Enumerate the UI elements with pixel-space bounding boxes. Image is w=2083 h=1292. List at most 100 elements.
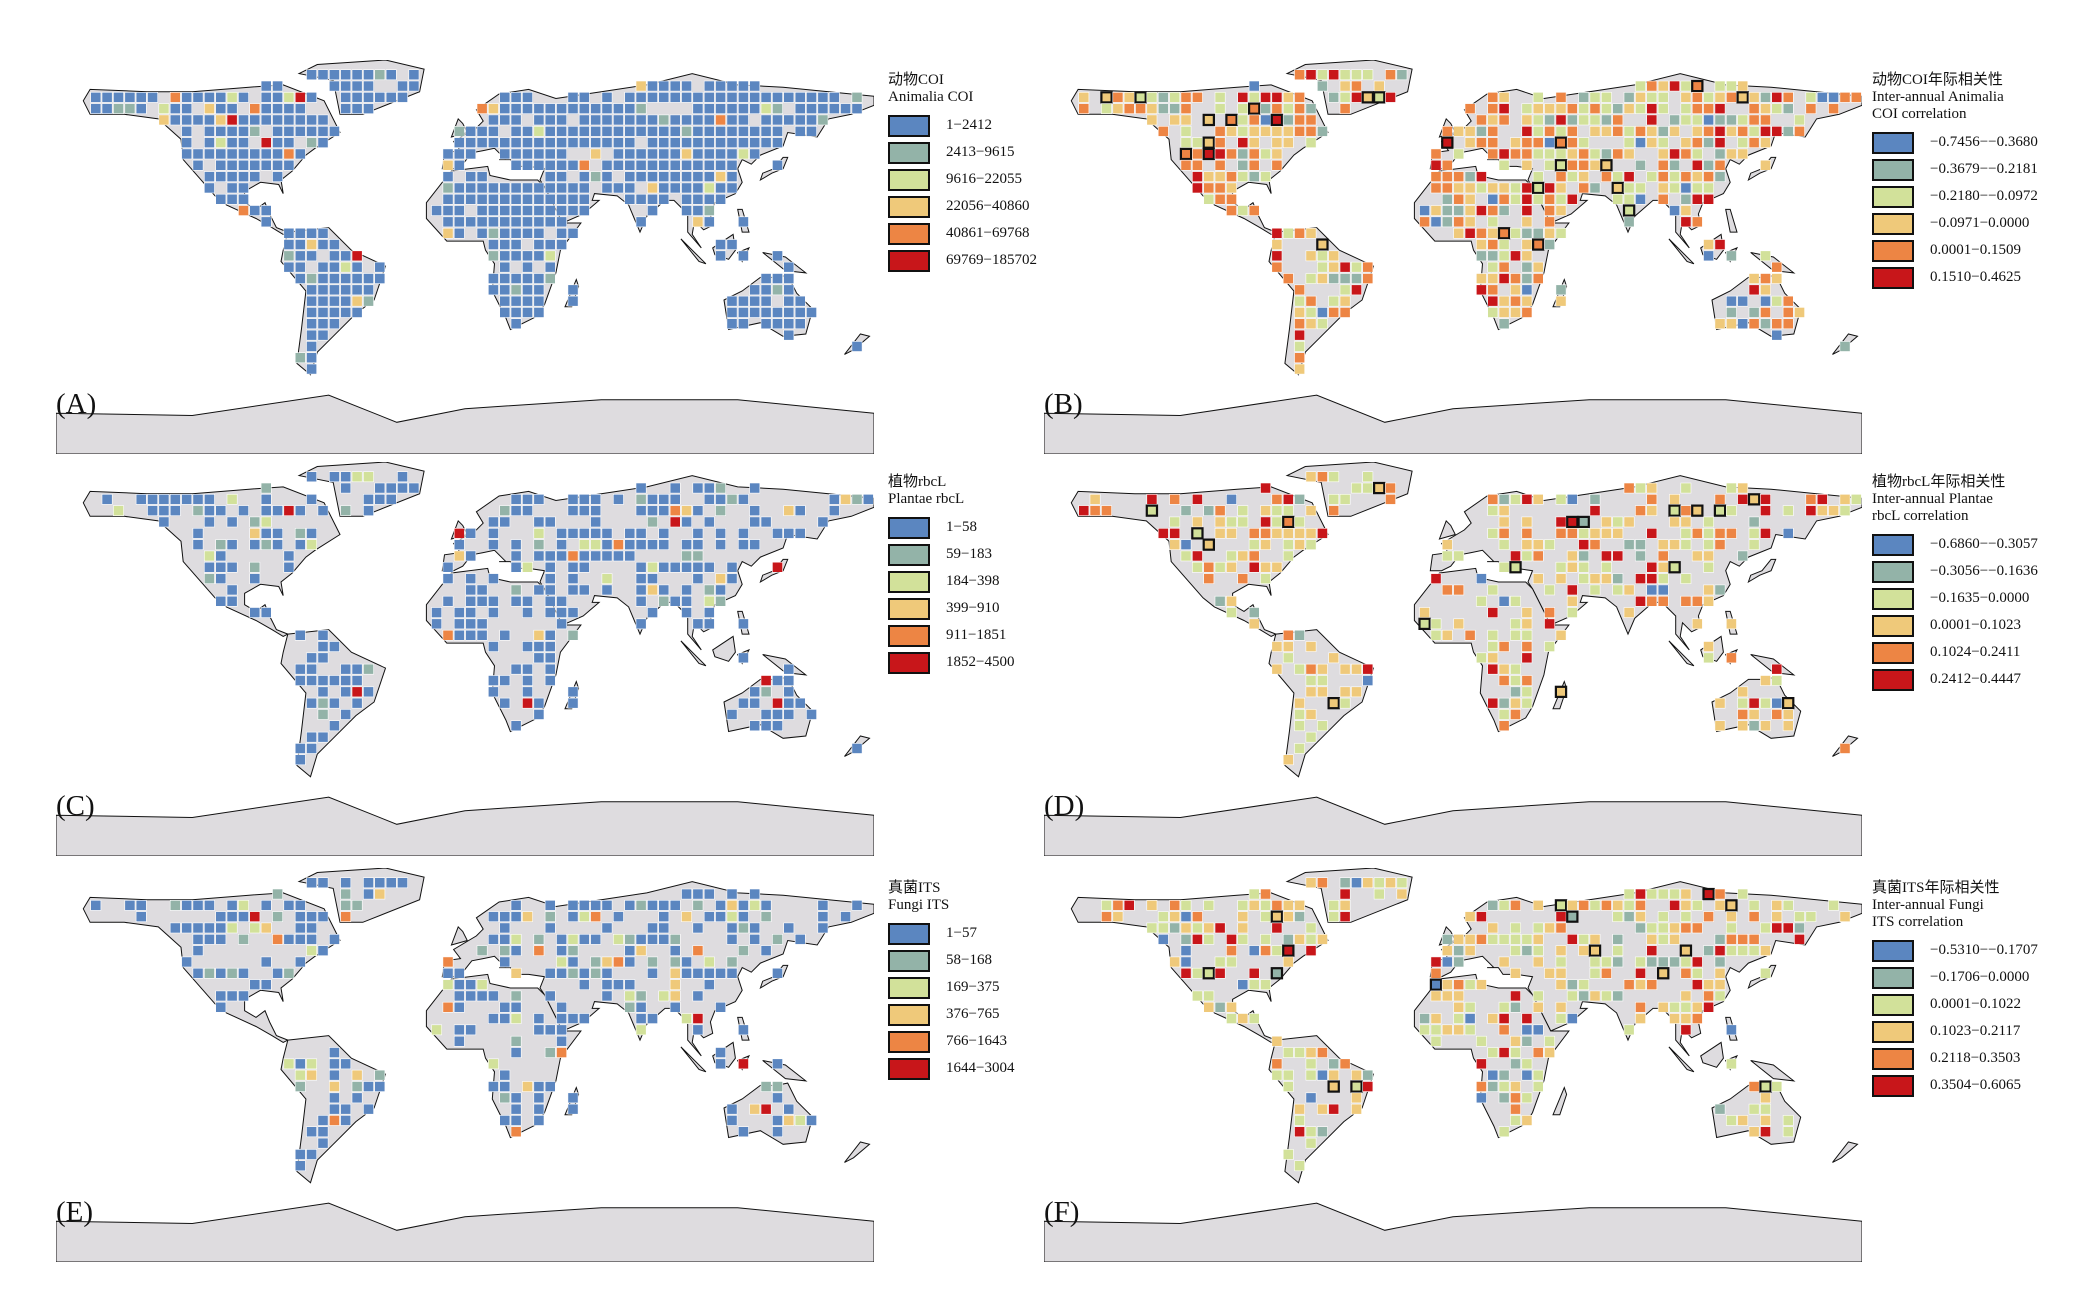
grid-cell xyxy=(1725,126,1737,137)
grid-cell xyxy=(1612,990,1624,1002)
grid-cell xyxy=(272,91,283,103)
grid-cell xyxy=(442,193,454,205)
grid-cell xyxy=(1555,114,1567,126)
grid-cell xyxy=(567,91,579,103)
grid-cell xyxy=(215,137,227,148)
grid-cell xyxy=(192,493,204,505)
legend-title-line: 真菌ITS xyxy=(888,880,941,896)
grid-cell xyxy=(1703,103,1714,114)
grid-cell xyxy=(476,171,488,182)
grid-cell xyxy=(306,69,317,81)
landmass xyxy=(1832,1141,1859,1163)
grid-cell xyxy=(1760,103,1771,114)
grid-cell xyxy=(567,159,579,171)
grid-cell xyxy=(1748,137,1760,148)
grid-cell xyxy=(1714,103,1726,114)
grid-cell xyxy=(363,505,374,516)
grid-cell xyxy=(612,148,624,160)
grid-cell xyxy=(726,114,738,126)
grid-cell xyxy=(1760,307,1771,318)
grid-cell xyxy=(1680,899,1692,911)
legend-title: 动物COI Animalia COI xyxy=(888,72,1037,106)
grid-cell xyxy=(1282,126,1294,137)
grid-cell xyxy=(1669,1001,1680,1013)
grid-cell xyxy=(1828,899,1839,911)
grid-cell xyxy=(1487,148,1499,160)
grid-cell xyxy=(1782,126,1794,137)
grid-cell xyxy=(726,899,738,911)
grid-cell xyxy=(1464,1001,1476,1013)
legend-range: 0.1024−0.2411 xyxy=(1930,644,2021,660)
grid-cell xyxy=(1487,584,1499,596)
grid-cell xyxy=(1498,239,1510,250)
grid-cell xyxy=(260,216,272,228)
grid-cell xyxy=(249,607,261,618)
grid-cell xyxy=(510,318,522,330)
grid-cell xyxy=(737,91,749,103)
grid-cell xyxy=(215,114,227,126)
grid-cell xyxy=(1351,1092,1362,1104)
legend-range: 0.1023−0.2117 xyxy=(1930,1023,2021,1039)
grid-cell xyxy=(772,1126,783,1138)
grid-cell xyxy=(1430,171,1442,182)
grid-cell xyxy=(1578,137,1590,148)
grid-cell xyxy=(204,573,215,584)
grid-cell xyxy=(192,934,204,945)
grid-cell xyxy=(1328,69,1340,81)
grid-cell xyxy=(499,1092,511,1104)
grid-cell xyxy=(1566,103,1578,114)
grid-cell xyxy=(647,193,658,205)
grid-cell xyxy=(1282,911,1294,922)
landmass xyxy=(1750,1060,1796,1082)
grid-cell xyxy=(760,516,772,528)
grid-cell xyxy=(1839,493,1851,505)
grid-cell xyxy=(1760,1126,1771,1138)
grid-cell xyxy=(1237,550,1249,562)
grid-cell xyxy=(260,979,272,990)
legend-range: 40861−69768 xyxy=(946,225,1030,241)
grid-cell xyxy=(499,675,511,686)
grid-cell xyxy=(1600,550,1612,562)
grid-cell xyxy=(556,148,567,160)
grid-cell xyxy=(578,1013,590,1024)
grid-cell xyxy=(1169,899,1181,911)
grid-cell xyxy=(1714,956,1726,968)
grid-cell xyxy=(306,284,317,296)
grid-cell xyxy=(1248,607,1260,618)
grid-cell xyxy=(1521,205,1533,216)
grid-cell xyxy=(351,1092,363,1104)
legend-swatch xyxy=(1872,614,1914,637)
grid-cell xyxy=(590,528,602,539)
grid-cell xyxy=(294,1069,306,1081)
grid-cell xyxy=(317,686,329,698)
grid-cell xyxy=(1521,652,1533,664)
grid-cell xyxy=(124,91,136,103)
grid-cell xyxy=(692,528,704,539)
grid-cell xyxy=(681,159,692,171)
grid-cell-significant xyxy=(1566,910,1579,923)
grid-cell xyxy=(1771,663,1783,675)
grid-cell xyxy=(544,216,556,228)
grid-cell xyxy=(1657,126,1669,137)
grid-cell xyxy=(328,1047,340,1058)
grid-cell xyxy=(487,1013,499,1024)
grid-cell xyxy=(1487,261,1499,273)
grid-cell xyxy=(294,743,306,754)
grid-cell xyxy=(1760,284,1771,296)
grid-cell xyxy=(737,216,749,228)
grid-cell xyxy=(533,1103,545,1115)
legend: 动物COI年际相关性 Inter-annual Animalia COI corre… xyxy=(1872,72,2038,291)
grid-cell xyxy=(487,216,499,228)
grid-cell xyxy=(1748,720,1760,732)
grid-cell xyxy=(1760,250,1771,262)
grid-cell xyxy=(1351,1069,1362,1081)
grid-cell xyxy=(556,114,567,126)
grid-cell xyxy=(1623,137,1635,148)
grid-cell xyxy=(1510,967,1521,979)
grid-cell xyxy=(328,471,340,483)
legend-title: 真菌ITS年际相关性 Inter-annual Fungi ITS correlat… xyxy=(1872,880,2038,931)
grid-cell xyxy=(272,114,283,126)
grid-cell xyxy=(487,227,499,239)
grid-cell xyxy=(1725,505,1737,516)
grid-cell xyxy=(1260,573,1271,584)
